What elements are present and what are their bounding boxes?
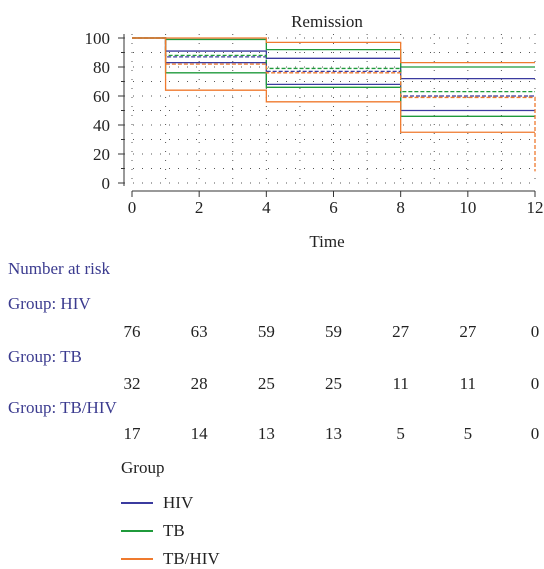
risk-count: 76 (123, 322, 141, 341)
y-tick-label-2: 40 (93, 116, 110, 135)
x-tick-label-2: 4 (262, 198, 271, 217)
x-tick-label-0: 0 (128, 198, 137, 217)
legend-label-tb: TB (163, 521, 185, 540)
risk-count: 25 (257, 374, 275, 393)
risk-count: 63 (190, 322, 208, 341)
legend-swatch-tb (121, 530, 153, 532)
risk-table-title: Number at risk (8, 259, 110, 278)
risk-count: 13 (325, 424, 342, 443)
legend-swatch-hiv (121, 502, 153, 504)
risk-count: 0 (530, 424, 540, 443)
risk-group-label-tb-hiv: Group: TB/HIV (8, 398, 117, 417)
x-tick-label-6: 12 (527, 198, 544, 217)
y-tick-label-4: 80 (93, 58, 110, 77)
x-tick-label-1: 2 (195, 198, 204, 217)
risk-count: 14 (190, 424, 208, 443)
risk-group-label-tb: Group: TB (8, 347, 82, 366)
legend-label-tb-hiv: TB/HIV (163, 549, 220, 568)
risk-count: 11 (392, 374, 409, 393)
series-hiv-ci-lower (132, 37, 535, 112)
risk-count: 27 (459, 322, 477, 341)
survival-chart: Remission 0 20 40 60 80 100 0 2 4 6 8 10 12 Time (85, 12, 544, 251)
risk-count: 59 (257, 322, 275, 341)
risk-count: 28 (190, 374, 208, 393)
risk-count: 27 (392, 322, 410, 341)
risk-count: 25 (325, 374, 342, 393)
risk-count: 0 (530, 374, 540, 393)
y-tick-label-1: 20 (93, 145, 110, 164)
series-tb-hiv-ci-upper (132, 37, 535, 64)
risk-count: 59 (325, 322, 342, 341)
risk-group-label-hiv: Group: HIV (8, 294, 91, 313)
x-tick-label-3: 6 (329, 198, 338, 217)
legend-swatch-tb-hiv (121, 558, 153, 560)
risk-count: 0 (530, 322, 540, 341)
y-tick-label-5: 100 (85, 29, 111, 48)
series-tb-line (132, 37, 535, 93)
series-tb-hiv-line (132, 37, 536, 172)
x-tick-label-5: 10 (459, 198, 476, 217)
risk-count: 13 (257, 424, 275, 443)
x-axis-label: Time (309, 232, 344, 251)
y-tick-label-0: 0 (102, 174, 111, 193)
risk-count: 17 (123, 424, 141, 443)
chart-title: Remission (291, 12, 363, 31)
x-tick-label-4: 8 (396, 198, 405, 217)
risk-count: 32 (123, 374, 141, 393)
legend-title: Group (121, 458, 165, 477)
legend-label-hiv: HIV (163, 493, 194, 512)
y-tick-label-3: 60 (93, 87, 110, 106)
risk-count: 5 (396, 424, 405, 443)
risk-count: 5 (463, 424, 473, 443)
risk-count: 11 (459, 374, 477, 393)
